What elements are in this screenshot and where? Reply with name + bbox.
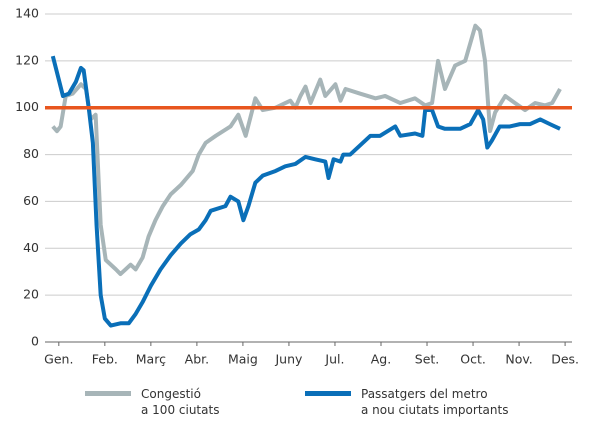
- y-tick-label: 80: [23, 146, 39, 161]
- x-tick-label: Jul.: [324, 352, 344, 367]
- x-tick-label: Set.: [415, 352, 440, 367]
- x-tick-label: Nov.: [505, 352, 532, 367]
- x-tick-label: Des.: [551, 352, 579, 367]
- y-tick-label: 140: [15, 6, 39, 21]
- x-tick-label: Feb.: [92, 352, 118, 367]
- y-tick-label: 120: [15, 52, 39, 67]
- legend-label: Congestió a 100 ciutats: [141, 387, 220, 417]
- series-line: [50, 55, 561, 328]
- y-tick-label: 60: [23, 193, 39, 208]
- x-tick-label: Oct.: [460, 352, 486, 367]
- y-tick-label: 100: [15, 99, 39, 114]
- x-tick-label: Ag.: [371, 352, 391, 367]
- y-tick-label: 0: [31, 334, 39, 349]
- x-tick-label: Gen.: [44, 352, 73, 367]
- x-tick-label: Maig: [228, 352, 258, 367]
- y-tick-label: 20: [23, 287, 39, 302]
- x-tick-label: Abr.: [185, 352, 209, 367]
- legend-swatch: [85, 391, 131, 396]
- x-tick-label: Març: [136, 352, 166, 367]
- legend-label: Passatgers del metro a nou ciutats impor…: [361, 387, 509, 417]
- x-tick-label: Juny: [274, 352, 303, 367]
- y-tick-label: 40: [23, 240, 39, 255]
- legend-swatch: [305, 391, 351, 396]
- series-line: [51, 23, 562, 277]
